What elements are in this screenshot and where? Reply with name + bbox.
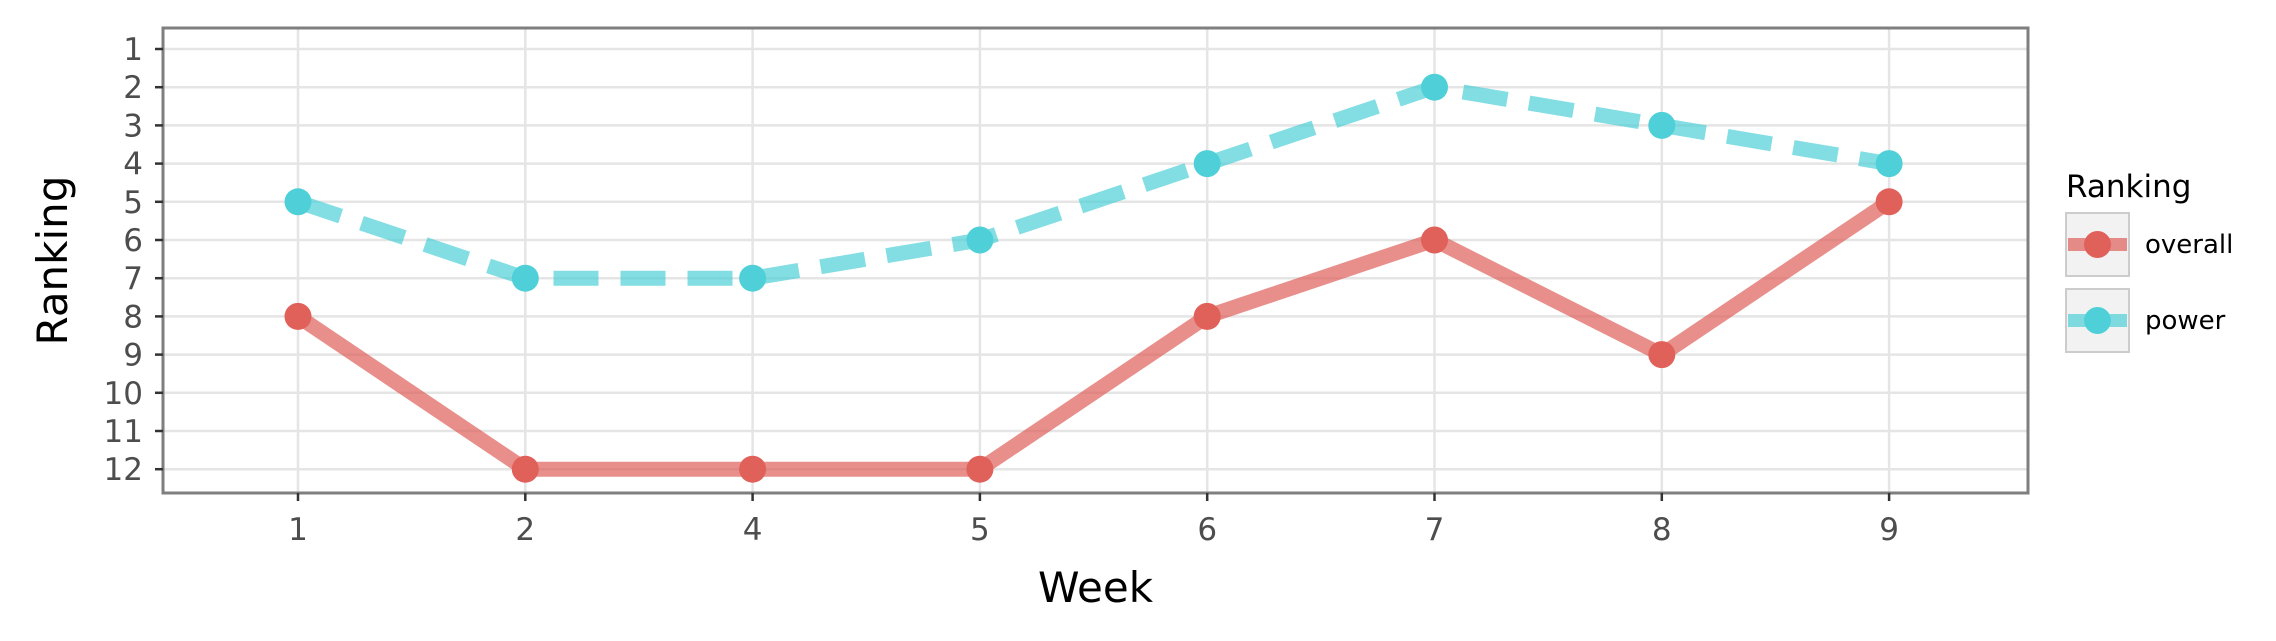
legend-item-overall: overall — [2065, 212, 2233, 277]
data-point-overall — [739, 455, 767, 483]
y-tick-label: 1 — [123, 32, 143, 68]
y-tick-label: 12 — [104, 452, 143, 488]
data-point-overall — [1875, 188, 1903, 216]
x-tick-label: 4 — [743, 512, 763, 548]
x-tick-label: 2 — [515, 512, 535, 548]
data-point-overall — [1648, 341, 1676, 369]
legend-key-point — [2084, 231, 2111, 258]
legend: Ranking overall power — [2065, 169, 2233, 353]
data-point-power — [1193, 150, 1221, 178]
legend-label: overall — [2145, 230, 2233, 260]
data-point-overall — [1421, 226, 1448, 254]
grid-lines — [163, 28, 2028, 493]
y-tick-label: 6 — [123, 223, 143, 259]
legend-label: power — [2145, 306, 2226, 336]
y-tick-label: 8 — [123, 299, 143, 335]
x-tick-label: 1 — [288, 512, 308, 548]
y-tick-label: 10 — [104, 376, 143, 412]
x-tick-label: 9 — [1879, 512, 1899, 548]
series-layer — [284, 73, 1903, 483]
data-point-overall — [284, 302, 312, 330]
data-point-power — [1421, 73, 1448, 101]
legend-item-power: power — [2065, 288, 2226, 353]
y-tick-label: 3 — [123, 108, 143, 144]
y-tick-label: 4 — [123, 147, 143, 183]
data-point-power — [1875, 150, 1903, 178]
legend-title: Ranking — [2066, 169, 2191, 205]
data-point-overall — [511, 455, 539, 483]
y-axis-title: Ranking — [28, 176, 77, 346]
series-power — [284, 73, 1903, 292]
x-tick-label: 7 — [1425, 512, 1445, 548]
data-point-power — [1648, 111, 1676, 139]
plot-panel-border — [161, 26, 2030, 495]
y-tick-label: 9 — [123, 338, 143, 374]
x-axis-title: Week — [1038, 563, 1154, 612]
data-point-overall — [1193, 302, 1221, 330]
series-overall — [284, 188, 1903, 483]
data-point-power — [966, 226, 994, 254]
series-line-power — [295, 79, 1891, 286]
x-tick-label: 5 — [970, 512, 990, 548]
data-point-power — [511, 264, 539, 292]
y-tick-label: 2 — [123, 70, 143, 106]
data-point-power — [284, 188, 312, 216]
data-point-overall — [966, 455, 994, 483]
y-tick-label: 11 — [104, 414, 143, 450]
y-tick-label: 7 — [123, 261, 143, 297]
y-tick-label: 5 — [123, 185, 143, 221]
x-axis: 1 2 4 5 6 7 8 9 — [288, 493, 1899, 548]
x-tick-label: 6 — [1197, 512, 1217, 548]
x-tick-label: 8 — [1652, 512, 1672, 548]
legend-key-point — [2084, 307, 2111, 334]
data-point-power — [739, 264, 767, 292]
series-line-overall — [290, 194, 1897, 477]
